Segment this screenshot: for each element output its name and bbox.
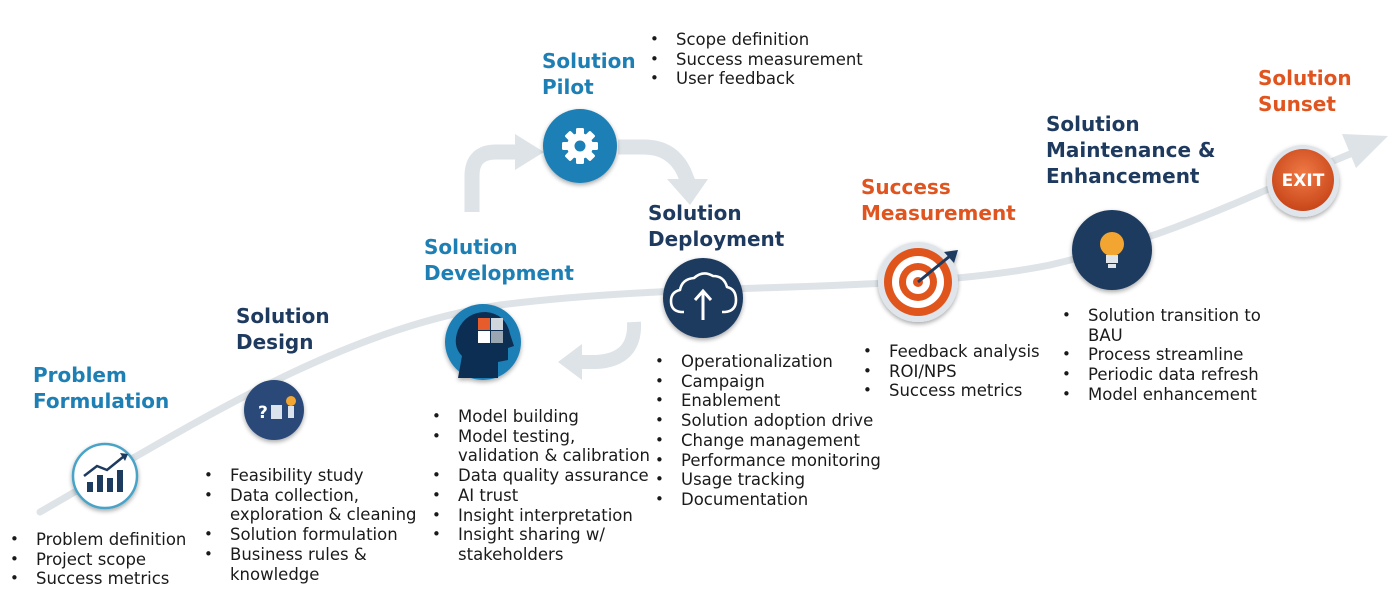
loop-arrow-back-head (558, 344, 582, 380)
title-line: Solution (1258, 66, 1352, 90)
stage-list-maintenance-enhancement: Solution transition to BAU Process strea… (1060, 306, 1261, 405)
title-line: Enhancement (1046, 164, 1200, 188)
title-line: Deployment (648, 227, 785, 251)
idea-puzzle-icon: ? (244, 380, 304, 440)
loop-arrow-up-head (515, 134, 544, 170)
loop-arrow-up (464, 144, 518, 212)
title-line: Maintenance & (1046, 138, 1216, 162)
list-item: Solution formulation (202, 525, 417, 545)
list-item: Feasibility study (202, 466, 417, 486)
stage-title-solution-sunset: Solution Sunset (1258, 65, 1352, 117)
list-item: ROI/NPS (861, 362, 1040, 382)
title-line: Development (424, 261, 574, 285)
list-item: Success measurement (648, 50, 863, 70)
stage-title-solution-design: Solution Design (236, 303, 330, 355)
title-line: Design (236, 330, 314, 354)
list-item: AI trust (430, 486, 650, 506)
list-item: Model enhancement (1060, 385, 1261, 405)
list-item: Process streamline (1060, 345, 1261, 365)
list-item: Project scope (8, 550, 186, 570)
stage-list-success-measurement: Feedback analysis ROI/NPS Success metric… (861, 342, 1040, 401)
stage-title-solution-deployment: Solution Deployment (648, 200, 784, 252)
list-item: Solution adoption drive (653, 411, 881, 431)
stage-title-success-measurement: Success Measurement (861, 174, 1016, 226)
title-line: Solution (648, 201, 742, 225)
exit-icon-label: EXIT (1282, 171, 1325, 191)
svg-text:?: ? (258, 403, 268, 423)
list-item: Business rules & (202, 545, 417, 565)
stage-title-solution-development: Solution Development (424, 234, 574, 286)
stage-title-maintenance-enhancement: Solution Maintenance & Enhancement (1046, 111, 1215, 189)
list-item: Model testing, (430, 427, 650, 447)
list-item: Success metrics (8, 569, 186, 589)
stage-title-problem-formulation: Problem Formulation (33, 362, 169, 414)
list-item: Documentation (653, 490, 881, 510)
list-item: Scope definition (648, 30, 863, 50)
stage-list-solution-deployment: Operationalization Campaign Enablement S… (653, 352, 881, 510)
head-puzzle-icon (445, 304, 521, 380)
title-line: Success (861, 175, 951, 199)
list-item-continued: knowledge (230, 564, 320, 584)
list-item: Data collection, (202, 486, 417, 506)
list-item: Periodic data refresh (1060, 365, 1261, 385)
chart-growth-icon (71, 442, 139, 510)
exit-icon: EXIT (1267, 145, 1339, 217)
list-item-continued: validation & calibration (458, 446, 650, 466)
list-item: Insight sharing w/ (430, 525, 650, 545)
stage-list-solution-design: Feasibility study Data collection, explo… (202, 466, 417, 584)
list-item: Enablement (653, 391, 881, 411)
title-line: Formulation (33, 389, 170, 413)
list-item: Performance monitoring (653, 451, 881, 471)
stage-title-solution-pilot: Solution Pilot (542, 48, 636, 100)
list-item: Insight interpretation (430, 506, 650, 526)
list-item: Problem definition (8, 530, 186, 550)
list-item: Campaign (653, 372, 881, 392)
title-line: Solution (236, 304, 330, 328)
stage-list-problem-formulation: Problem definition Project scope Success… (8, 530, 186, 589)
journey-arrowhead (1342, 134, 1388, 168)
loop-arrow-down (618, 139, 695, 185)
gear-icon (543, 109, 617, 183)
list-item-continued: stakeholders (458, 544, 564, 564)
loop-arrow-down-head (667, 179, 708, 205)
title-line: Solution (424, 235, 518, 259)
title-line: Solution (542, 49, 636, 73)
list-item: Change management (653, 431, 881, 451)
title-line: Solution (1046, 112, 1140, 136)
title-line: Pilot (542, 75, 594, 99)
cloud-upload-icon (663, 258, 743, 338)
title-line: Problem (33, 363, 127, 387)
loop-arrow-back (580, 321, 642, 369)
title-line: Sunset (1258, 92, 1336, 116)
list-item: Feedback analysis (861, 342, 1040, 362)
stage-list-solution-pilot: Scope definition Success measurement Use… (648, 30, 863, 89)
list-item: Usage tracking (653, 470, 881, 490)
stage-list-solution-development: Model building Model testing, validation… (430, 407, 650, 565)
list-item-continued: BAU (1088, 325, 1123, 345)
title-line: Measurement (861, 201, 1016, 225)
list-item: Data quality assurance (430, 466, 650, 486)
list-item-continued: exploration & cleaning (230, 505, 417, 525)
list-item: Model building (430, 407, 650, 427)
list-item: Success metrics (861, 381, 1040, 401)
target-icon (878, 242, 958, 322)
list-item: Solution transition to (1060, 306, 1261, 326)
list-item: Operationalization (653, 352, 881, 372)
lightbulb-icon (1072, 210, 1152, 290)
list-item: User feedback (648, 69, 863, 89)
